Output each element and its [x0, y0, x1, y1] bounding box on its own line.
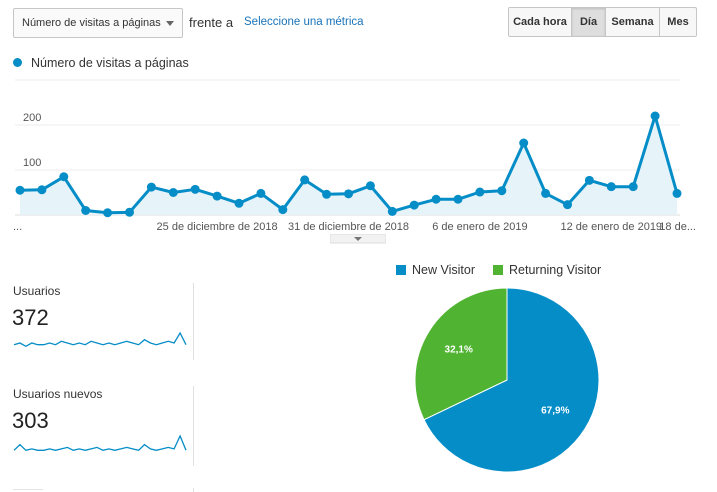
data-point [300, 175, 310, 185]
stat-users-sparkline [13, 331, 187, 348]
pie-slice [423, 287, 600, 473]
stat-separator [13, 489, 43, 490]
data-point [125, 207, 134, 217]
x-tick-label: ... [13, 221, 22, 233]
line-legend-label: Número de visitas a páginas [31, 56, 189, 70]
data-point [103, 208, 113, 218]
data-point [497, 186, 507, 196]
granularity-week-button[interactable]: Semana [606, 7, 660, 37]
data-point [234, 198, 244, 208]
data-point [365, 181, 375, 191]
sparkline [13, 331, 187, 348]
compare-label: frente a [189, 15, 234, 30]
data-point [431, 194, 441, 204]
data-point [322, 189, 332, 199]
stat-divider [193, 488, 194, 492]
legend-square-icon [493, 265, 503, 275]
sparkline [13, 434, 187, 452]
granularity-month-button[interactable]: Mes [660, 7, 697, 37]
stat-users-value: 372 [12, 305, 49, 330]
data-point [168, 188, 178, 197]
y-tick-label: 300 [23, 76, 41, 79]
pie-chart[interactable]: 67,9% 32,1% [400, 284, 615, 484]
chevron-down-icon [354, 237, 362, 241]
chevron-down-icon [166, 21, 174, 26]
x-tick-label: 31 de diciembre de 2018 [288, 221, 409, 233]
stat-divider [193, 283, 194, 360]
data-point [453, 194, 463, 204]
data-point [15, 185, 25, 195]
x-tick-label: 6 de enero de 2019 [432, 221, 527, 233]
legend-dot-icon [13, 58, 22, 67]
metric-select-value: Número de visitas a páginas [22, 17, 161, 29]
data-point [344, 189, 353, 199]
stat-divider [193, 386, 194, 466]
data-point [59, 172, 69, 182]
data-point [650, 111, 660, 121]
stat-new-users-sparkline [13, 434, 187, 452]
stat-users-label: Usuarios [13, 284, 61, 298]
chart-collapse-handle[interactable] [330, 234, 386, 244]
data-point [628, 182, 638, 192]
line-chart-legend[interactable]: Número de visitas a páginas [13, 56, 189, 70]
data-point [212, 191, 222, 201]
y-tick-label: 100 [23, 157, 41, 169]
data-point [256, 188, 266, 198]
data-point [672, 188, 682, 198]
x-tick-label: 18 de... [659, 221, 696, 233]
x-tick-label: 25 de diciembre de 2018 [157, 221, 278, 233]
data-point [606, 182, 616, 192]
pie-data-label: 32,1% [445, 345, 473, 356]
data-point [81, 206, 91, 215]
pie-legend-returning[interactable]: Returning Visitor [493, 263, 601, 277]
pie-legend-new-label: New Visitor [412, 263, 475, 277]
data-point [387, 206, 397, 216]
y-tick-label: 200 [23, 112, 41, 124]
stat-new-users-label: Usuarios nuevos [13, 387, 103, 401]
data-point [37, 185, 47, 195]
stat-new-users-value: 303 [12, 408, 49, 433]
data-point [475, 187, 485, 197]
line-chart[interactable]: 300 200 100... 25 de diciembre de 2018 31 de… [0, 76, 717, 246]
line-area [20, 116, 677, 215]
data-point [584, 175, 594, 185]
pie-slice [414, 287, 508, 421]
data-point [146, 182, 156, 192]
metric-select[interactable]: Número de visitas a páginas [13, 8, 183, 38]
granularity-day-button[interactable]: Día [572, 7, 606, 37]
data-point [519, 138, 529, 148]
select-metric-link[interactable]: Seleccione una métrica [244, 16, 364, 28]
data-point [563, 200, 572, 210]
data-point [409, 200, 419, 210]
pie-legend-new[interactable]: New Visitor [396, 263, 475, 277]
pie-data-label: 67,9% [541, 405, 569, 416]
data-point [541, 188, 551, 198]
data-point [278, 205, 288, 215]
granularity-hour-button[interactable]: Cada hora [508, 7, 572, 37]
legend-square-icon [396, 265, 406, 275]
x-tick-label: 12 de enero de 2019 [561, 221, 663, 233]
pie-legend-returning-label: Returning Visitor [509, 263, 602, 277]
data-point [190, 184, 200, 194]
